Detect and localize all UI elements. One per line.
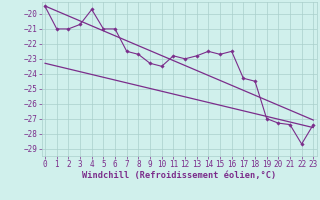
X-axis label: Windchill (Refroidissement éolien,°C): Windchill (Refroidissement éolien,°C) [82, 171, 276, 180]
